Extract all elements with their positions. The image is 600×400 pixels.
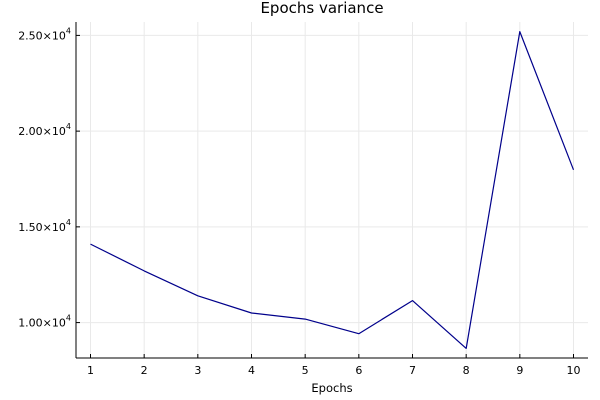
x-axis-label: Epochs (311, 381, 352, 395)
x-tick-label-5: 5 (302, 364, 309, 377)
x-tick-label-7: 7 (409, 364, 416, 377)
y-tick-label-1: 1.00×104 (18, 314, 71, 330)
chart-title: Epochs variance (260, 0, 383, 17)
x-tick-label-2: 2 (141, 364, 148, 377)
y-tick-label-2: 1.50×104 (18, 218, 71, 234)
x-tick-label-9: 9 (516, 364, 523, 377)
x-tick-label-6: 6 (355, 364, 362, 377)
series-layer (90, 31, 575, 349)
y-tick-label-3: 2.00×104 (18, 122, 71, 138)
x-tick-labels: 1 2 3 4 5 6 7 8 9 10 (87, 364, 581, 377)
y-tick-labels: 1.00×104 1.50×104 2.00×104 2.50×104 (18, 26, 71, 329)
axes (75, 22, 588, 359)
grid-lines (76, 22, 588, 358)
x-tick-label-1: 1 (87, 364, 94, 377)
x-tick-label-3: 3 (194, 364, 201, 377)
y-tick-label-4: 2.50×104 (18, 26, 71, 42)
x-tick-label-4: 4 (248, 364, 255, 377)
x-tick-label-10: 10 (567, 364, 581, 377)
x-tick-label-8: 8 (463, 364, 470, 377)
series-line-1 (90, 31, 575, 349)
